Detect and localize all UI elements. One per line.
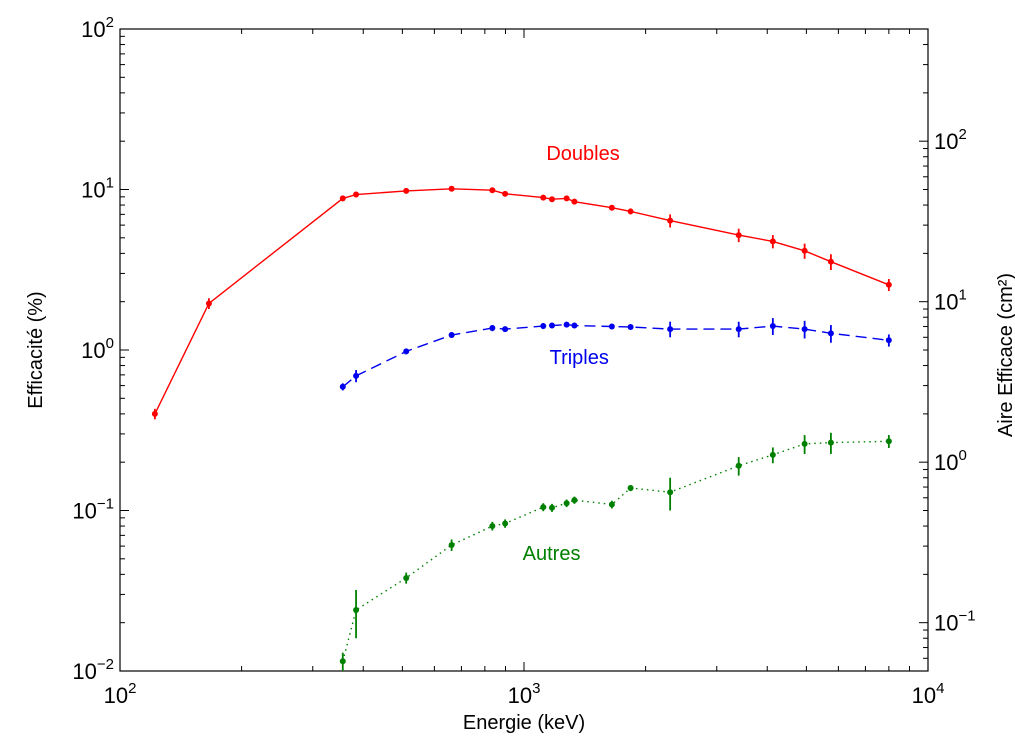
- data-point: [735, 232, 742, 239]
- data-point: [353, 606, 360, 613]
- data-point: [627, 208, 634, 215]
- y2-axis-label: Aire Efficace (cm²): [995, 273, 1015, 437]
- y-tick-label: 10−1: [72, 496, 114, 524]
- data-point: [735, 326, 742, 333]
- data-point: [667, 489, 674, 496]
- data-point: [489, 523, 496, 530]
- series-label-autres: Autres: [523, 543, 581, 565]
- data-point: [502, 520, 509, 527]
- plot-frame: [119, 28, 929, 672]
- data-point: [735, 462, 742, 469]
- y-tick-label: 102: [81, 14, 114, 42]
- data-point: [885, 281, 892, 288]
- data-point: [353, 372, 360, 379]
- data-point: [489, 187, 496, 194]
- series-label-triples: Triples: [550, 347, 609, 369]
- data-point: [769, 238, 776, 245]
- series-doubles: [151, 185, 892, 420]
- data-point: [667, 217, 674, 224]
- data-point: [502, 326, 509, 333]
- data-point: [339, 383, 346, 390]
- data-point: [403, 187, 410, 194]
- y2-tick-label: 100: [934, 447, 967, 475]
- series-autres: [339, 432, 892, 671]
- y-tick-label: 10−2: [72, 656, 114, 684]
- data-point: [608, 204, 615, 211]
- data-point: [540, 323, 547, 330]
- data-point: [571, 198, 578, 205]
- data-point: [548, 504, 555, 511]
- data-point: [205, 300, 212, 307]
- series-layer: [151, 185, 892, 671]
- series-line-doubles: [154, 188, 890, 415]
- data-point: [563, 195, 570, 202]
- data-point: [489, 325, 496, 332]
- tick-labels: 102 103 104 10−2 10−1 100 101 102 10−1 100 101 102: [72, 14, 975, 708]
- data-point: [571, 497, 578, 504]
- y-tick-label: 100: [81, 335, 114, 363]
- data-point: [801, 440, 808, 447]
- data-point: [571, 322, 578, 329]
- data-point: [540, 504, 547, 511]
- data-point: [448, 541, 455, 548]
- y2-tick-label: 102: [934, 126, 967, 154]
- data-point: [885, 438, 892, 445]
- x-tick-label: 102: [104, 680, 137, 708]
- data-point: [548, 322, 555, 329]
- data-point: [827, 439, 834, 446]
- data-point: [548, 196, 555, 203]
- data-point: [339, 195, 346, 202]
- data-point: [540, 194, 547, 201]
- data-point: [667, 326, 674, 333]
- x-tick-label: 104: [912, 680, 945, 708]
- data-point: [885, 337, 892, 344]
- data-point: [608, 323, 615, 330]
- data-point: [403, 348, 410, 355]
- data-point: [563, 321, 570, 328]
- series-line-autres: [342, 440, 889, 662]
- series-triples: [339, 318, 892, 391]
- data-point: [448, 185, 455, 192]
- series-line-triples: [342, 323, 889, 388]
- data-point: [403, 574, 410, 581]
- data-point: [627, 324, 634, 331]
- data-point: [448, 332, 455, 339]
- data-point: [353, 191, 360, 198]
- data-point: [827, 330, 834, 337]
- axis-ticks: [119, 28, 929, 672]
- data-point: [608, 501, 615, 508]
- data-point: [627, 485, 634, 492]
- y2-tick-label: 101: [934, 287, 967, 315]
- x-axis-label: Energie (keV): [463, 712, 585, 734]
- data-point: [801, 326, 808, 333]
- y2-tick-label: 10−1: [934, 608, 976, 636]
- data-point: [801, 247, 808, 254]
- data-point: [769, 451, 776, 458]
- y-axis-label: Efficacité (%): [25, 291, 47, 408]
- series-label-doubles: Doubles: [546, 143, 619, 165]
- x-tick-label: 103: [508, 680, 541, 708]
- data-point: [827, 258, 834, 265]
- data-point: [502, 190, 509, 197]
- series-labels: Doubles Triples Autres: [523, 143, 620, 565]
- data-point: [339, 658, 346, 665]
- data-point: [769, 323, 776, 330]
- y-tick-label: 101: [81, 175, 114, 203]
- data-point: [563, 500, 570, 507]
- data-point: [151, 410, 158, 417]
